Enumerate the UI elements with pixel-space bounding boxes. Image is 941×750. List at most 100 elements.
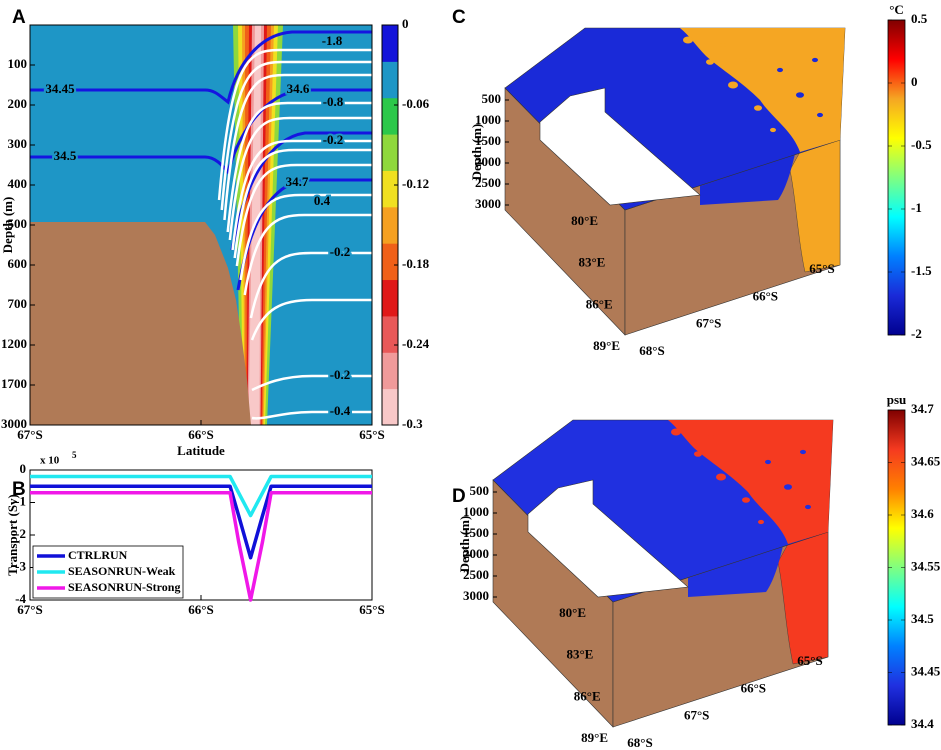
- series-line: [30, 484, 372, 560]
- colorbar-tick-label: -2: [911, 326, 922, 341]
- lat-tick-label: 65°S: [797, 653, 822, 668]
- x-tick-label: 67°S: [17, 602, 42, 617]
- y-tick-label: -3: [15, 558, 26, 573]
- eddy: [742, 497, 750, 503]
- y-tick-label: 1700: [1, 376, 27, 391]
- legend-label: CTRLRUN: [68, 548, 128, 562]
- y-tick-label: 100: [8, 56, 28, 71]
- contour-label: 34.45: [45, 81, 75, 96]
- cold-front: [700, 154, 795, 205]
- contour-label: 34.7: [286, 174, 309, 189]
- colorbar-frame: [381, 24, 399, 426]
- eddy: [765, 459, 771, 465]
- colorbar-swatch: [382, 388, 398, 426]
- lon-tick-label: 83°E: [566, 647, 593, 662]
- z-tick-label: 2000: [463, 546, 489, 561]
- panel-letter: A: [12, 7, 26, 28]
- lat-tick-label: 68°S: [627, 735, 652, 750]
- temperature-contour: [235, 163, 372, 267]
- y-tick-label: 3000: [1, 416, 27, 431]
- eddy: [708, 434, 714, 440]
- colorbar-swatch: [382, 206, 398, 244]
- y-tick-label: 400: [8, 176, 28, 191]
- colorbar-tick-label: 34.4: [911, 716, 934, 731]
- legend-label: SEASONRUN-Weak: [68, 564, 176, 578]
- eddy: [671, 428, 681, 436]
- lon-tick-label: 89°E: [593, 338, 620, 353]
- colorbar-swatch: [382, 315, 398, 353]
- y-tick-label: -2: [15, 526, 26, 541]
- y-tick-label: 700: [8, 296, 28, 311]
- colorbar-tick-label: 34.6: [911, 506, 934, 521]
- shelf-cutout: [527, 479, 689, 598]
- y-tick-label: 500: [8, 216, 28, 231]
- panel-b: 67°S 66°S 65°S 0 -1 -2 -3 -4 Transport (Sv) x 10 5…: [5, 450, 385, 617]
- y-tick-label: -1: [15, 493, 26, 508]
- eddy: [745, 57, 751, 63]
- colorbar-tick-label: -0.5: [911, 137, 932, 152]
- colorbar-tick-label: -0.06: [402, 96, 430, 111]
- colorbar-tick-label: 34.7: [911, 401, 934, 416]
- eddy: [812, 57, 818, 63]
- z-tick-label: 500: [470, 483, 490, 498]
- lat-tick-label: 65°S: [809, 261, 834, 276]
- colorbar-tick-label: -1: [911, 200, 922, 215]
- contour-label: 34.5: [54, 148, 77, 163]
- contour-label: -0.4: [330, 403, 351, 418]
- z-tick-label: 1000: [463, 504, 489, 519]
- warm-stripe: [789, 139, 841, 273]
- x-tick-label: 66°S: [188, 427, 213, 442]
- temperature-contour: [233, 148, 372, 259]
- eddy: [796, 92, 804, 98]
- colorbar-tick-label: 34.5: [911, 611, 934, 626]
- lat-tick-label: 67°S: [684, 708, 709, 723]
- colorbar-swatch: [382, 279, 398, 317]
- temperature-contour: [249, 251, 372, 319]
- colorbar-unit: °C: [889, 2, 904, 17]
- x-tick-label: 67°S: [17, 427, 42, 442]
- warm-region: [668, 420, 833, 544]
- block-panel: 500 1000 1500 2000 2500 3000 Depth (m) 80°E 83°E…: [457, 419, 834, 750]
- eddy: [784, 484, 792, 490]
- y-tick-label: 300: [8, 136, 28, 151]
- eddy: [754, 105, 762, 111]
- axis-multiplier-exponent: 5: [72, 450, 77, 460]
- lon-tick-label: 86°E: [574, 688, 601, 703]
- cold-front: [688, 546, 783, 597]
- shelf-cutout: [539, 87, 701, 206]
- eddy: [706, 59, 714, 65]
- z-tick-label: 2000: [475, 154, 501, 169]
- y-tick-label: 1200: [1, 336, 27, 351]
- colorbar-swatch: [382, 170, 398, 208]
- legend-label: SEASONRUN-Strong: [68, 580, 180, 594]
- eddy: [770, 127, 776, 133]
- z-tick-label: 2500: [475, 175, 501, 190]
- eddy: [817, 112, 823, 118]
- x-tick-label: 65°S: [359, 427, 384, 442]
- lon-tick-label: 86°E: [586, 296, 613, 311]
- colorbar-swatch: [382, 243, 398, 281]
- temperature-contour: [231, 139, 372, 251]
- temperature-contour: [226, 101, 372, 233]
- panel-letter: C: [452, 7, 466, 28]
- temperature-contour: [223, 73, 372, 221]
- colorbar-tick-label: 34.55: [911, 558, 941, 573]
- z-axis-label: Depth (m): [457, 516, 472, 573]
- colorbar-tick-label: -0.12: [402, 176, 429, 191]
- eddy: [720, 42, 726, 48]
- colorbar-tick-label: -0.3: [402, 416, 423, 431]
- contour-label: -0.2: [323, 132, 344, 147]
- colorbar: [887, 19, 906, 336]
- colorbar-tick-label: 0.5: [911, 11, 928, 26]
- colorbar-swatch: [382, 352, 398, 390]
- lon-tick-label: 80°E: [571, 213, 598, 228]
- colorbar-tick-label: -0.18: [402, 256, 430, 271]
- eddy: [716, 473, 726, 481]
- series-line: [30, 491, 372, 602]
- temperature-contour: [251, 374, 372, 392]
- lat-tick-label: 67°S: [696, 316, 721, 331]
- temperature-contour: [243, 213, 372, 296]
- lon-tick-label: 89°E: [581, 730, 608, 745]
- lat-tick-label: 66°S: [753, 288, 778, 303]
